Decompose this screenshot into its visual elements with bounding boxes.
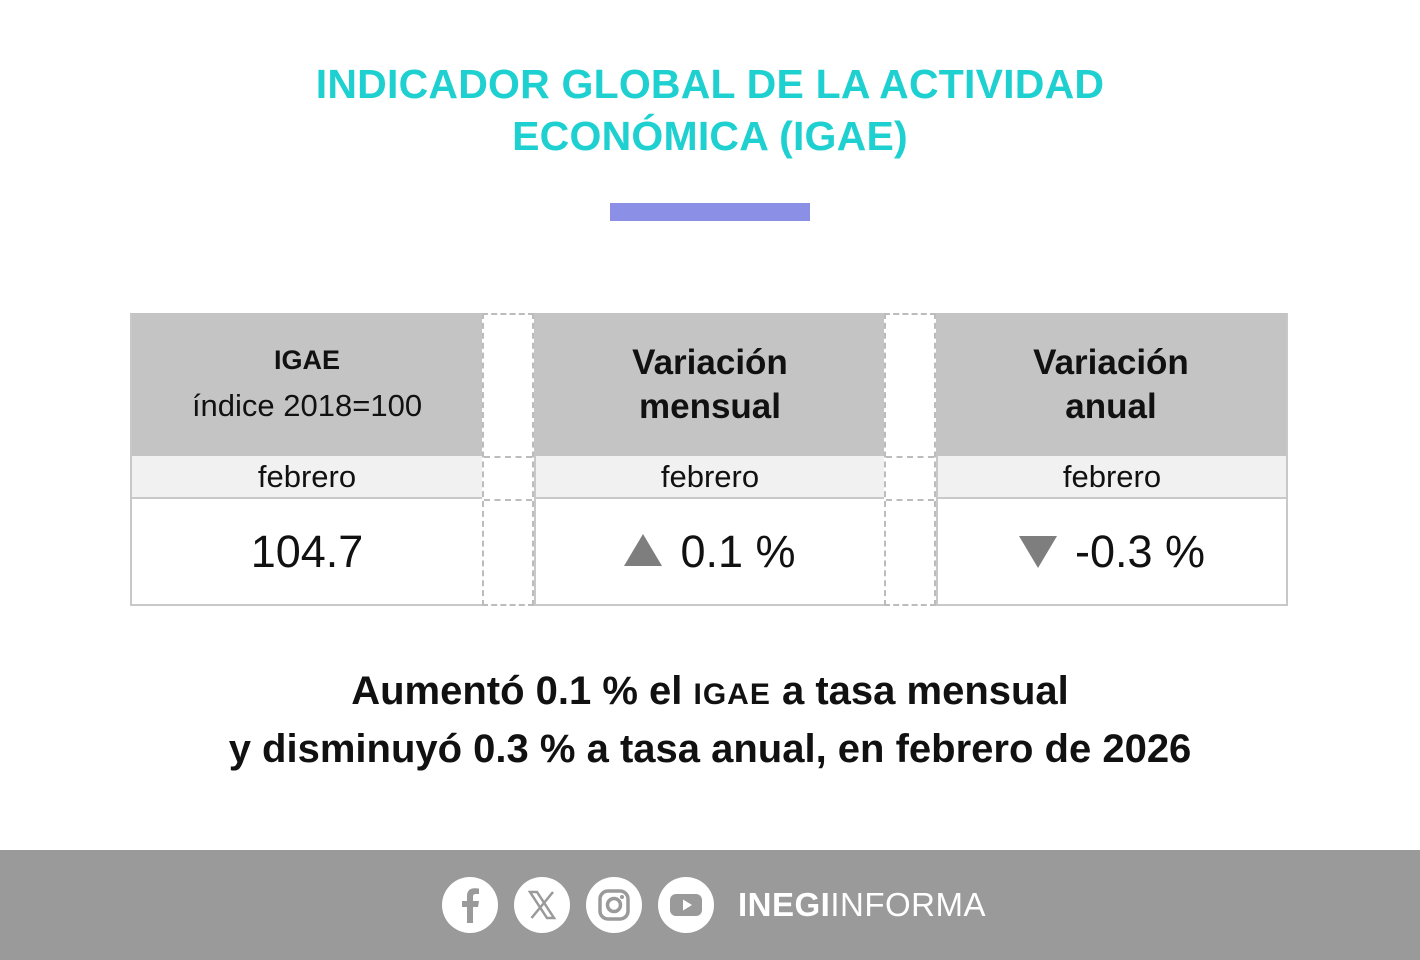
brand-bold: INEGI — [737, 886, 831, 923]
igae-value: 104.7 — [130, 499, 482, 606]
monthly-value: 0.1 % — [680, 525, 796, 577]
igae-header: IGAE índice 2018=100 — [130, 313, 482, 456]
annual-value-cell: -0.3 % — [936, 499, 1288, 606]
annual-column: Variación anual febrero -0.3 % — [936, 313, 1288, 606]
summary-line-2: y disminuyó 0.3 % a tasa anual, en febre… — [228, 727, 1192, 771]
annual-label-line-1: Variación — [1033, 342, 1189, 382]
triangle-up-icon — [624, 533, 663, 566]
monthly-header: Variación mensual — [534, 313, 886, 456]
brand-regular: INFORMA — [830, 886, 987, 923]
summary-line-1-b: IGAE — [693, 678, 771, 711]
summary-line-1: Aumentó 0.1 % el IGAE a tasa mensual — [0, 664, 1420, 722]
monthly-label-line-1: Variación — [632, 342, 788, 382]
igae-label: IGAE — [273, 345, 340, 375]
triangle-down-icon — [1018, 535, 1057, 568]
igae-month: febrero — [130, 456, 482, 499]
monthly-column: Variación mensual febrero 0.1 % — [534, 313, 886, 606]
title-line-2: ECONÓMICA (IGAE) — [512, 113, 908, 159]
annual-value: -0.3 % — [1074, 525, 1206, 577]
inegi-informa-brand[interactable]: INEGIINFORMA — [738, 886, 986, 924]
igae-column: IGAE índice 2018=100 febrero 104.7 — [130, 313, 482, 606]
monthly-value-cell: 0.1 % — [534, 499, 886, 606]
summary-line-1-a: Aumentó 0.1 % el — [351, 669, 694, 713]
annual-header: Variación anual — [936, 313, 1288, 456]
igae-sublabel: índice 2018=100 — [191, 388, 423, 423]
annual-label-line-2: anual — [1065, 386, 1157, 426]
column-spacer — [884, 313, 936, 606]
youtube-icon[interactable] — [657, 877, 714, 933]
title-line-1: INDICADOR GLOBAL DE LA ACTIVIDAD — [315, 61, 1105, 107]
summary-text: Aumentó 0.1 % el IGAE a tasa mensual y d… — [0, 664, 1420, 776]
accent-bar — [610, 203, 810, 221]
footer: INEGIINFORMA — [0, 850, 1420, 960]
monthly-month: febrero — [534, 456, 886, 499]
x-icon[interactable] — [513, 877, 570, 933]
monthly-label-line-2: mensual — [639, 386, 781, 426]
instagram-icon[interactable] — [585, 877, 642, 933]
facebook-icon[interactable] — [441, 877, 498, 933]
page-title: INDICADOR GLOBAL DE LA ACTIVIDAD ECONÓMI… — [0, 58, 1420, 162]
summary-line-1-c: a tasa mensual — [770, 669, 1069, 713]
annual-month: febrero — [936, 456, 1288, 499]
column-spacer — [482, 313, 534, 606]
